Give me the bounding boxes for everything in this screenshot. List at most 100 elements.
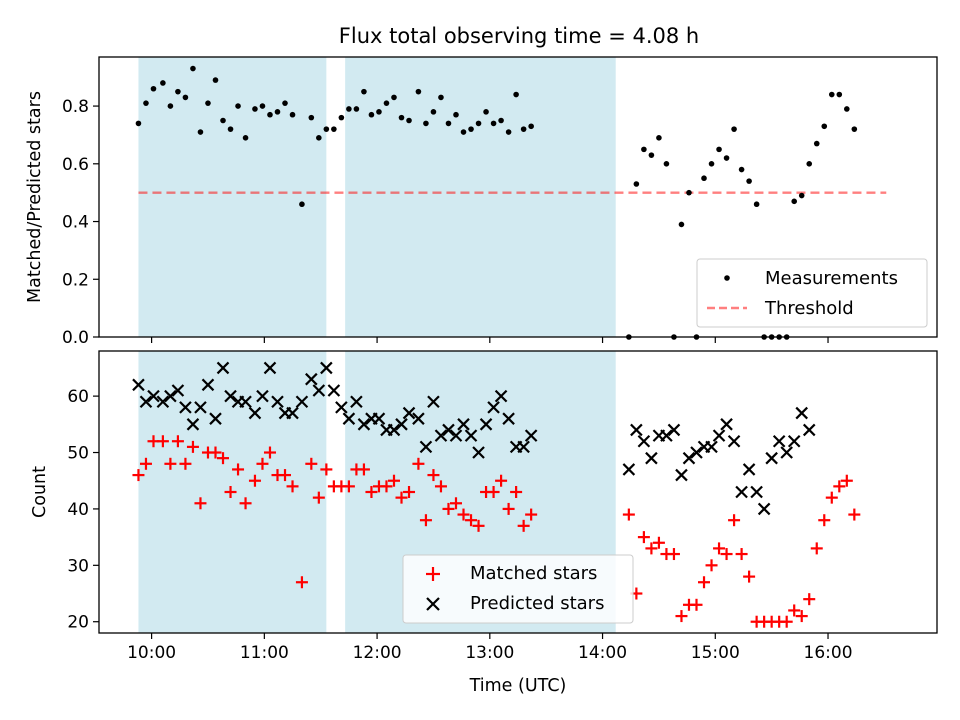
predicted-star-point (224, 389, 237, 403)
matched-star-point (487, 486, 500, 498)
predicted-star-point (682, 451, 696, 465)
measurement-point (299, 201, 305, 208)
predicted-star-point (171, 384, 185, 397)
predicted-star-point (757, 502, 771, 516)
count-y-tick-label: 50 (67, 444, 89, 464)
matched-star-point (465, 514, 478, 527)
predicted-star-point (271, 395, 284, 409)
measurement-point (346, 106, 352, 112)
measurements-legend-marker (724, 275, 730, 281)
measurement-point (813, 140, 820, 147)
predicted-star-point (727, 434, 741, 448)
measurement-point (453, 111, 459, 118)
predicted-star-point (667, 423, 681, 437)
ratio-plot-area (135, 57, 887, 340)
measurement-point (220, 117, 226, 124)
x-tick-label: 14:00 (578, 643, 627, 663)
matched-star-point (780, 615, 793, 628)
matched-star-point (495, 474, 508, 487)
measurement-point (828, 91, 835, 98)
matched-star-point (179, 457, 192, 470)
predicted-star-point (156, 395, 170, 409)
count-panel: Count 20 30 40 50 60 10:00 11:00 12:00 13:00 14:… (30, 350, 938, 696)
matched-star-point (690, 598, 703, 611)
predicted-star-point (735, 485, 748, 499)
count-panel-frame (98, 350, 938, 634)
matched-star-point (735, 548, 748, 561)
predicted-star-point (660, 429, 673, 442)
measurement-point (791, 198, 798, 205)
ratio-y-tick-label: 0.2 (62, 270, 89, 290)
matched-star-point (825, 491, 838, 504)
measurement-point (528, 123, 534, 130)
measurement-point (205, 100, 211, 106)
ratio-shaded-interval (345, 57, 616, 337)
predicted-star-point (765, 451, 778, 465)
matched-star-point (139, 457, 152, 470)
x-tick-label: 11:00 (240, 643, 289, 663)
measurement-point (438, 94, 444, 101)
predicted-star-point (795, 406, 808, 420)
predicted-star-point (239, 395, 252, 409)
matched-star-point (171, 435, 184, 448)
matched-star-point (434, 480, 447, 493)
matched-star-point (788, 604, 801, 617)
measurement-point (708, 161, 715, 167)
matched-star-point (217, 452, 230, 465)
matched-star-point (286, 480, 299, 493)
matched-star-point (256, 457, 269, 470)
predicted-star-point (637, 434, 651, 448)
count-legend: Matched stars Predicted stars (402, 554, 634, 624)
predicted-star-point (216, 361, 230, 375)
predicted-star-point (517, 440, 530, 454)
matched-star-point (209, 446, 222, 459)
matched-star-point (224, 486, 237, 498)
predicted-star-point (295, 395, 309, 409)
matched-star-point (517, 519, 530, 532)
measurement-point (212, 77, 219, 83)
matched-star-point (194, 497, 207, 510)
predicted-star-point (622, 463, 636, 476)
matched-star-point (637, 531, 650, 544)
measurement-point (483, 109, 489, 115)
measurement-point (423, 120, 429, 127)
predicted-star-point (248, 406, 262, 420)
measurement-point (648, 152, 655, 158)
count-legend-box (402, 554, 634, 624)
measurement-point (746, 178, 752, 184)
matched-star-point (365, 486, 378, 498)
matched-star-point (419, 514, 432, 527)
matched-star-point (387, 474, 400, 487)
predicted-star-point (179, 401, 192, 414)
predicted-star-point (742, 463, 756, 476)
measurement-point (641, 146, 647, 153)
ratio-shaded-interval (138, 57, 327, 337)
predicted-star-point (147, 389, 160, 403)
measurement-point (468, 126, 474, 132)
predicted-star-point (675, 468, 688, 482)
measurement-point (731, 126, 737, 132)
measurement-point (135, 120, 142, 127)
matched-star-point (305, 457, 318, 470)
measurement-point (282, 100, 288, 106)
matched-star-point (342, 480, 355, 493)
chart-title: Flux total observing time = 4.08 h (339, 24, 699, 48)
matched-star-point (449, 497, 462, 510)
measurement-point (836, 91, 843, 98)
count-y-tick-label: 20 (67, 613, 89, 633)
predicted-star-point (357, 418, 371, 431)
predicted-star-point (286, 406, 299, 420)
measurement-point (821, 123, 828, 130)
predicted-star-point (387, 423, 401, 437)
ratio-y-tick-label: 0.6 (62, 155, 89, 175)
matched-star-point (743, 570, 756, 583)
measurement-point (475, 120, 482, 127)
measurement-point (851, 126, 858, 132)
measurement-point (150, 85, 157, 92)
ratio-y-tick-label: 0.0 (62, 328, 89, 348)
measurement-point (197, 129, 204, 135)
measurement-point (190, 65, 196, 72)
matched-star-point (713, 542, 726, 555)
ratio-y-tick-label: 0.4 (62, 213, 89, 233)
